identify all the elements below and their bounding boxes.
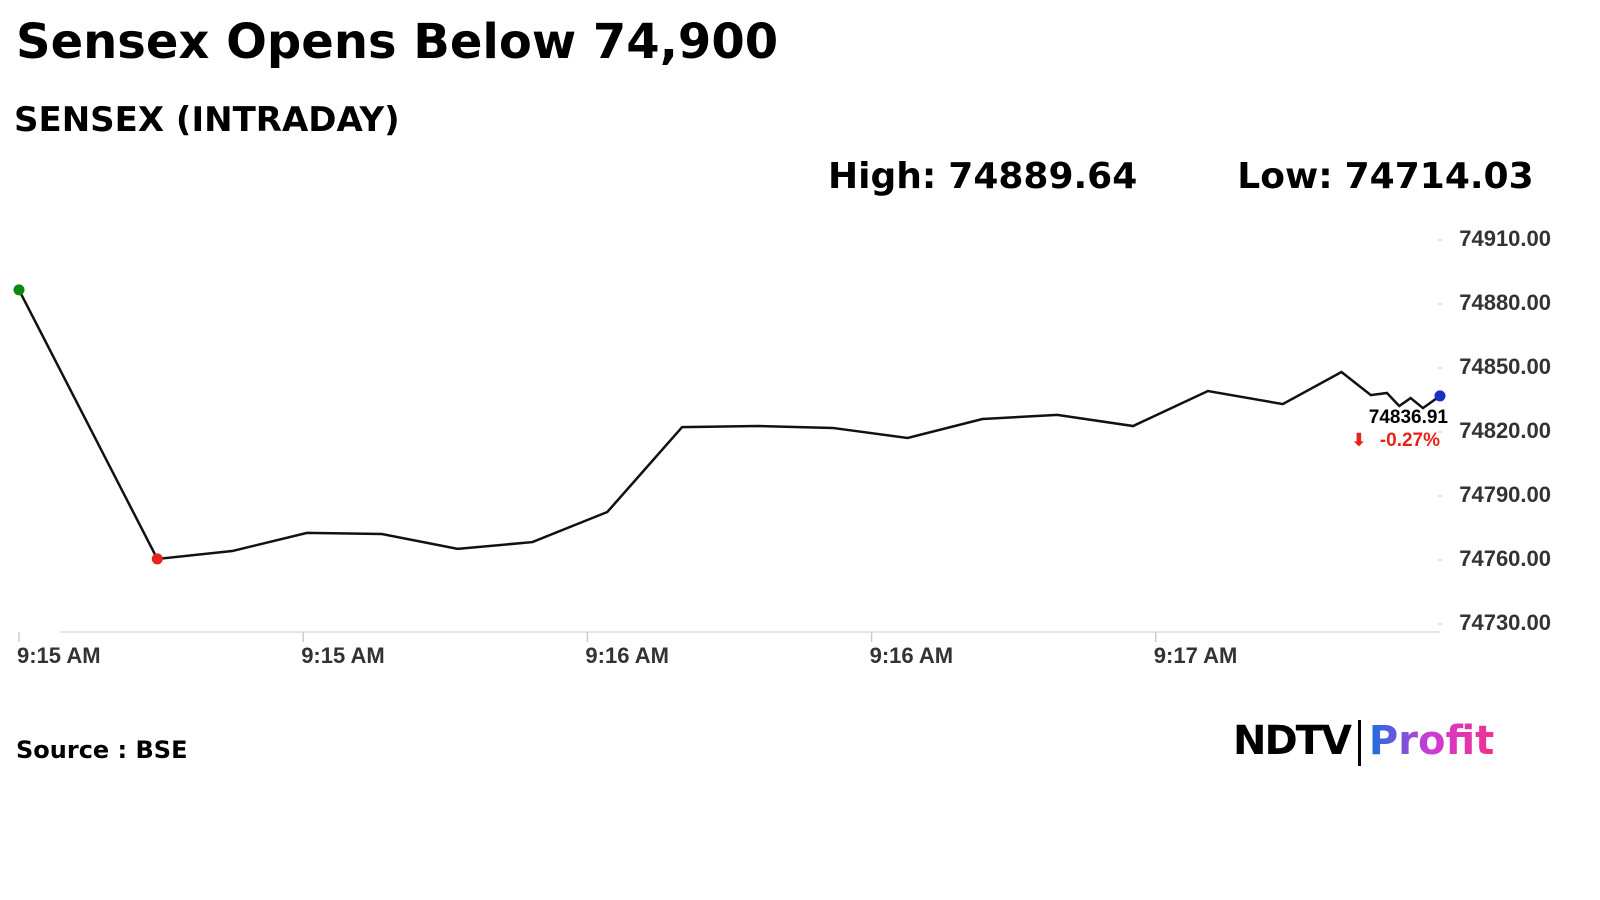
logo-divider bbox=[1357, 720, 1361, 766]
x-tick-label: 9:16 AM bbox=[870, 643, 954, 668]
y-tick-label: 74760.00 bbox=[1459, 546, 1551, 571]
x-tick-label: 9:17 AM bbox=[1154, 643, 1238, 668]
source: Source : BSE bbox=[16, 736, 188, 764]
y-tick-label: 74730.00 bbox=[1459, 610, 1551, 635]
y-tick-label: 74790.00 bbox=[1459, 482, 1551, 507]
line bbox=[17, 289, 1441, 561]
x-tick-label: 9:15 AM bbox=[17, 643, 101, 668]
last-price: 74836.91 bbox=[1369, 407, 1449, 428]
logo-brand: NDTV bbox=[1233, 718, 1352, 764]
x-tick-label: 9:15 AM bbox=[301, 643, 385, 668]
chart-subtitle: SENSEX (INTRADAY) bbox=[14, 100, 400, 140]
logo-product: Profit bbox=[1368, 718, 1495, 764]
y-tick-label: 74850.00 bbox=[1459, 354, 1551, 379]
change-arrow: ⬇ bbox=[1352, 430, 1366, 449]
high-value: 74889.64 bbox=[948, 156, 1138, 197]
point-marker bbox=[151, 553, 163, 565]
high-low: High: 74889.64 Low: 74714.03 bbox=[828, 156, 1534, 197]
high-label: High: bbox=[828, 156, 937, 197]
point-marker bbox=[1434, 390, 1446, 402]
low-value: 74714.03 bbox=[1344, 156, 1534, 197]
y-tick-label: 74880.00 bbox=[1459, 290, 1551, 315]
x-tick-label: 9:16 AM bbox=[585, 643, 669, 668]
low-label: Low: bbox=[1237, 156, 1333, 197]
point-marker bbox=[13, 284, 25, 296]
chart-title: Sensex Opens Below 74,900 bbox=[16, 14, 779, 70]
y-tick-label: 74910.00 bbox=[1459, 226, 1551, 251]
change: -0.27% bbox=[1380, 430, 1440, 451]
logo: NDTV Profit bbox=[1233, 718, 1494, 766]
y-tick-label: 74820.00 bbox=[1459, 418, 1551, 443]
